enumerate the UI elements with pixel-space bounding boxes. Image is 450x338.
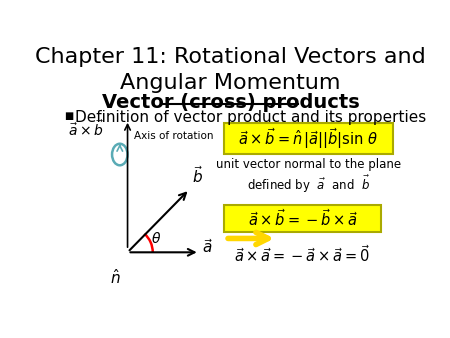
Text: $\theta$: $\theta$ [151, 231, 161, 246]
Text: $\vec{a}\times\vec{b}=-\vec{b}\times\vec{a}$: $\vec{a}\times\vec{b}=-\vec{b}\times\vec… [248, 209, 358, 229]
Text: Vector (cross) products: Vector (cross) products [102, 93, 360, 112]
Text: $\vec{a}\times\vec{a}=-\vec{a}\times\vec{a}=\vec{0}$: $\vec{a}\times\vec{a}=-\vec{a}\times\vec… [234, 244, 371, 265]
Text: Definition of vector product and its properties: Definition of vector product and its pro… [75, 110, 426, 125]
FancyBboxPatch shape [225, 206, 381, 232]
Text: $\vec{b}$: $\vec{b}$ [192, 165, 203, 186]
Text: $\blacksquare$: $\blacksquare$ [64, 110, 74, 122]
FancyBboxPatch shape [225, 123, 392, 154]
Text: $\hat{n}$: $\hat{n}$ [111, 268, 121, 287]
Text: $\vec{a}$: $\vec{a}$ [202, 238, 213, 256]
Text: unit vector normal to the plane
defined by  $\vec{a}$  and  $\vec{b}$: unit vector normal to the plane defined … [216, 158, 401, 195]
Text: Chapter 11: Rotational Vectors and
Angular Momentum: Chapter 11: Rotational Vectors and Angul… [35, 47, 426, 93]
Text: Axis of rotation: Axis of rotation [134, 131, 213, 141]
Text: $\vec{a}\times\vec{b}=\hat{n}\,|\vec{a}||\vec{b}|\sin\,\theta$: $\vec{a}\times\vec{b}=\hat{n}\,|\vec{a}|… [238, 126, 378, 151]
Text: $\vec{a}\times\vec{b}$: $\vec{a}\times\vec{b}$ [68, 120, 104, 140]
